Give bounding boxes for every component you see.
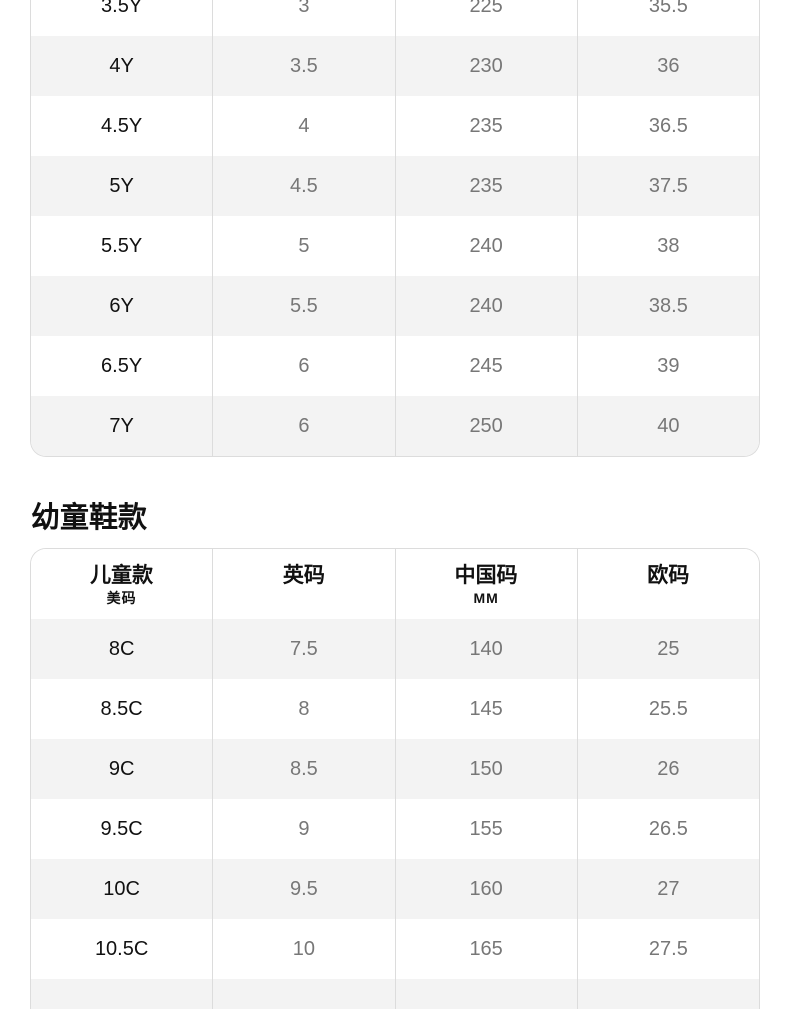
- table-cell: 235: [394, 156, 577, 216]
- table-cell: [212, 979, 394, 1009]
- table-row: 6Y 5.5 240 38.5: [31, 276, 759, 336]
- table-cell: 27.5: [576, 919, 759, 979]
- table-cell: 4.5Y: [101, 114, 143, 137]
- table-cell: 160: [394, 859, 577, 919]
- table-row: 10.5C 10 165 27.5: [31, 919, 759, 979]
- table-row: 8C 7.5 140 25: [31, 619, 759, 679]
- table-row: 5.5Y 5 240 38: [31, 216, 759, 276]
- table-cell: 240: [394, 276, 577, 336]
- table-cell: 36.5: [576, 96, 759, 156]
- table-cell: 5: [212, 216, 394, 276]
- table-cell: 4Y: [109, 54, 134, 77]
- table-cell: 39: [576, 336, 759, 396]
- table-row: 8.5C 8 145 25.5: [31, 679, 759, 739]
- table-cell: 145: [394, 679, 577, 739]
- table-cell: 6: [212, 336, 394, 396]
- table-cell: 3: [212, 0, 394, 36]
- table-cell: 245: [394, 336, 577, 396]
- table-row: 9.5C 9 155 26.5: [31, 799, 759, 859]
- table-cell: [31, 979, 212, 1009]
- table-cell: 165: [394, 919, 577, 979]
- table-cell: 3.5Y: [101, 0, 143, 17]
- table-cell: 4: [212, 96, 394, 156]
- table-cell: 8.5: [212, 739, 394, 799]
- table-cell: 38: [576, 216, 759, 276]
- table-row: 5Y 4.5 235 37.5: [31, 156, 759, 216]
- table-header: 儿童款 美码 英码 中国码 MM 欧码: [31, 549, 759, 619]
- table-cell: 9: [212, 799, 394, 859]
- table-row: 4Y 3.5 230 36: [31, 36, 759, 96]
- table-cell: 7.5: [212, 619, 394, 679]
- table-cell: 235: [394, 96, 577, 156]
- table-cell: 27: [576, 859, 759, 919]
- table-cell: 9.5: [212, 859, 394, 919]
- size-table-older-kids: 3.5Y 3 225 35.5 4Y 3.5 230 36 4.5Y 4 235 36.5 5Y 4.5 2…: [30, 0, 760, 457]
- size-table-toddler: 儿童款 美码 英码 中国码 MM 欧码 8C 7.5 140 25 8.5C 8 145 25.5…: [30, 548, 760, 1009]
- table-cell: 6.5Y: [101, 354, 143, 377]
- table-cell: 250: [394, 396, 577, 456]
- table-cell: 10.5C: [94, 937, 149, 960]
- header-us-size: 儿童款 美码: [90, 564, 154, 606]
- table-cell: 25: [576, 619, 759, 679]
- table-row: 4.5Y 4 235 36.5: [31, 96, 759, 156]
- table-cell: 4.5: [212, 156, 394, 216]
- table-cell: 7Y: [109, 414, 134, 437]
- table-cell: 3.5: [212, 36, 394, 96]
- table-row: 9C 8.5 150 26: [31, 739, 759, 799]
- table-cell: 8: [212, 679, 394, 739]
- section-title: 幼童鞋款: [31, 502, 148, 534]
- table-cell: 9.5C: [100, 817, 143, 840]
- header-cn-size: 中国码 MM: [394, 549, 577, 619]
- table-cell: 8C: [108, 637, 135, 660]
- table-row: [31, 979, 759, 1009]
- table-row: 7Y 6 250 40: [31, 396, 759, 456]
- table-cell: 150: [394, 739, 577, 799]
- table-row: 6.5Y 6 245 39: [31, 336, 759, 396]
- table-cell: 26: [576, 739, 759, 799]
- table-cell: 9C: [108, 757, 135, 780]
- table-cell: 6Y: [109, 294, 134, 317]
- header-eu-size: 欧码: [576, 549, 759, 619]
- table-cell: [576, 979, 759, 1009]
- table-cell: 10: [212, 919, 394, 979]
- header-uk-size: 英码: [212, 549, 394, 619]
- table-cell: 26.5: [576, 799, 759, 859]
- table-cell: 6: [212, 396, 394, 456]
- table-cell: [394, 979, 577, 1009]
- table-cell: 225: [394, 0, 577, 36]
- table-cell: 25.5: [576, 679, 759, 739]
- table-cell: 36: [576, 36, 759, 96]
- table-cell: 8.5C: [100, 697, 143, 720]
- table-cell: 37.5: [576, 156, 759, 216]
- table-cell: 155: [394, 799, 577, 859]
- table-cell: 240: [394, 216, 577, 276]
- table-cell: 40: [576, 396, 759, 456]
- table-cell: 35.5: [576, 0, 759, 36]
- table-cell: 38.5: [576, 276, 759, 336]
- table-cell: 230: [394, 36, 577, 96]
- table-cell: 5.5: [212, 276, 394, 336]
- table-row: 10C 9.5 160 27: [31, 859, 759, 919]
- table-cell: 5Y: [109, 174, 134, 197]
- table-cell: 10C: [103, 877, 140, 900]
- table-cell: 5.5Y: [101, 234, 143, 257]
- table-row: 3.5Y 3 225 35.5: [31, 0, 759, 36]
- table-cell: 140: [394, 619, 577, 679]
